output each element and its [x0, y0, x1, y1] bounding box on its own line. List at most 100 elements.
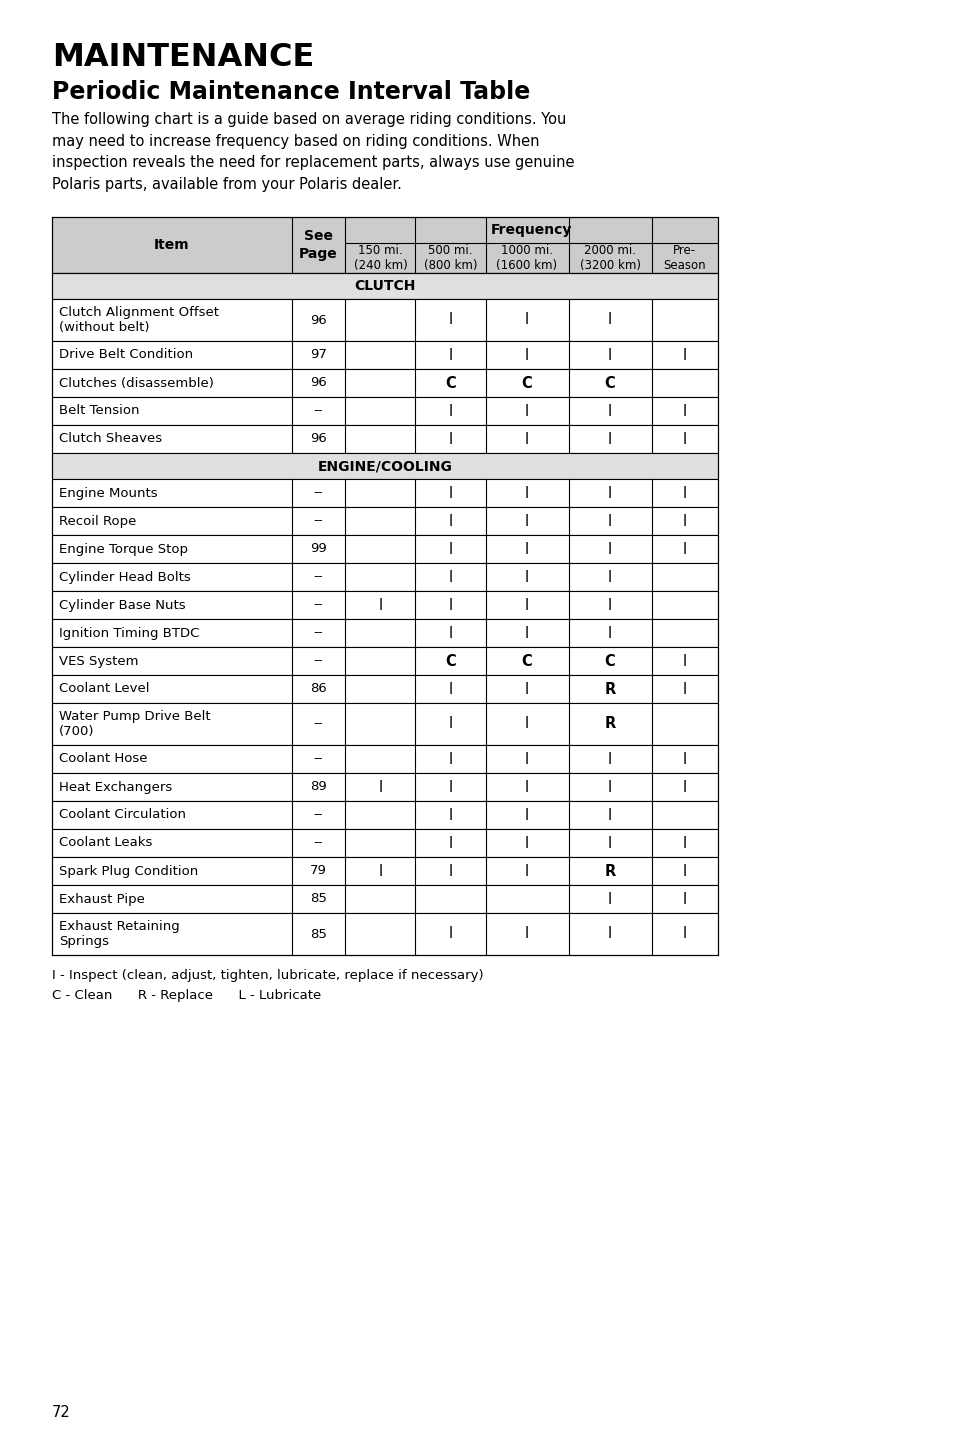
Text: Exhaust Retaining
Springs: Exhaust Retaining Springs: [59, 920, 179, 948]
Text: I: I: [524, 836, 529, 851]
Text: I: I: [607, 313, 612, 327]
Bar: [52, 425, 718, 454]
Bar: [52, 478, 718, 507]
Text: C: C: [445, 375, 456, 391]
Text: 2000 mi.
(3200 km): 2000 mi. (3200 km): [579, 244, 639, 272]
Text: I: I: [448, 486, 452, 500]
Text: --: --: [314, 570, 323, 583]
Text: See
Page: See Page: [299, 230, 337, 260]
Text: Water Pump Drive Belt
(700): Water Pump Drive Belt (700): [59, 710, 211, 739]
Text: C: C: [521, 375, 532, 391]
Bar: [52, 913, 718, 955]
Text: I: I: [524, 752, 529, 766]
Text: I: I: [682, 864, 686, 878]
Text: --: --: [314, 515, 323, 528]
Text: I: I: [607, 926, 612, 942]
Bar: [52, 801, 718, 829]
Text: Engine Mounts: Engine Mounts: [59, 487, 157, 500]
Text: 97: 97: [310, 349, 327, 362]
Text: MAINTENANCE: MAINTENANCE: [52, 42, 314, 73]
Bar: [52, 619, 718, 647]
Text: --: --: [314, 836, 323, 849]
Bar: [52, 774, 718, 801]
Text: I: I: [448, 432, 452, 446]
Text: I: I: [448, 404, 452, 419]
Text: I: I: [524, 348, 529, 362]
Text: --: --: [314, 404, 323, 417]
Text: I: I: [524, 864, 529, 878]
Text: I: I: [448, 717, 452, 731]
Text: I: I: [682, 779, 686, 794]
Text: Frequency: Frequency: [491, 222, 572, 237]
Text: --: --: [314, 599, 323, 612]
Text: Drive Belt Condition: Drive Belt Condition: [59, 349, 193, 362]
Text: I: I: [524, 625, 529, 641]
Text: I: I: [607, 779, 612, 794]
Text: Clutch Sheaves: Clutch Sheaves: [59, 432, 162, 445]
Text: R: R: [604, 864, 615, 878]
Text: C: C: [604, 653, 615, 669]
Text: CLUTCH: CLUTCH: [354, 279, 416, 294]
Text: I: I: [607, 752, 612, 766]
Text: I: I: [682, 432, 686, 446]
Text: --: --: [314, 717, 323, 730]
Text: I: I: [448, 513, 452, 528]
Bar: [52, 369, 718, 397]
Text: I: I: [524, 570, 529, 585]
Text: I: I: [682, 926, 686, 942]
Text: C: C: [604, 375, 615, 391]
Text: Periodic Maintenance Interval Table: Periodic Maintenance Interval Table: [52, 80, 530, 105]
Text: Cylinder Base Nuts: Cylinder Base Nuts: [59, 599, 186, 612]
Text: I: I: [448, 682, 452, 696]
Text: Clutches (disassemble): Clutches (disassemble): [59, 377, 213, 390]
Text: I - Inspect (clean, adjust, tighten, lubricate, replace if necessary): I - Inspect (clean, adjust, tighten, lub…: [52, 968, 483, 981]
Text: I: I: [607, 513, 612, 528]
Text: R: R: [604, 682, 615, 696]
Text: I: I: [448, 807, 452, 823]
Text: Cylinder Head Bolts: Cylinder Head Bolts: [59, 570, 191, 583]
Text: Coolant Leaks: Coolant Leaks: [59, 836, 152, 849]
Text: --: --: [314, 654, 323, 667]
Text: I: I: [607, 348, 612, 362]
Text: --: --: [314, 627, 323, 640]
Text: I: I: [448, 864, 452, 878]
Text: 500 mi.
(800 km): 500 mi. (800 km): [423, 244, 476, 272]
Text: C - Clean      R - Replace      L - Lubricate: C - Clean R - Replace L - Lubricate: [52, 989, 321, 1002]
Text: I: I: [607, 891, 612, 906]
Text: I: I: [682, 486, 686, 500]
Text: 79: 79: [310, 865, 327, 878]
Text: I: I: [378, 598, 382, 612]
Text: The following chart is a guide based on average riding conditions. You
may need : The following chart is a guide based on …: [52, 112, 574, 192]
Text: 96: 96: [310, 314, 327, 327]
Bar: [52, 273, 718, 300]
Text: R: R: [604, 717, 615, 731]
Text: I: I: [682, 682, 686, 696]
Bar: [52, 590, 718, 619]
Text: I: I: [448, 570, 452, 585]
Bar: [52, 856, 718, 885]
Text: I: I: [607, 836, 612, 851]
Text: Engine Torque Stop: Engine Torque Stop: [59, 542, 188, 555]
Bar: [52, 507, 718, 535]
Text: 85: 85: [310, 928, 327, 941]
Text: Item: Item: [154, 238, 190, 252]
Text: ENGINE/COOLING: ENGINE/COOLING: [317, 459, 452, 473]
Text: --: --: [314, 487, 323, 500]
Text: I: I: [524, 682, 529, 696]
Bar: [52, 885, 718, 913]
Text: I: I: [448, 348, 452, 362]
Text: I: I: [607, 541, 612, 557]
Text: I: I: [682, 541, 686, 557]
Text: I: I: [607, 570, 612, 585]
Text: 150 mi.
(240 km): 150 mi. (240 km): [354, 244, 407, 272]
Text: I: I: [607, 404, 612, 419]
Text: --: --: [314, 808, 323, 822]
Bar: [52, 454, 718, 478]
Text: I: I: [448, 625, 452, 641]
Bar: [52, 217, 718, 273]
Bar: [52, 563, 718, 590]
Text: I: I: [682, 891, 686, 906]
Text: I: I: [607, 807, 612, 823]
Text: Ignition Timing BTDC: Ignition Timing BTDC: [59, 627, 199, 640]
Text: I: I: [607, 432, 612, 446]
